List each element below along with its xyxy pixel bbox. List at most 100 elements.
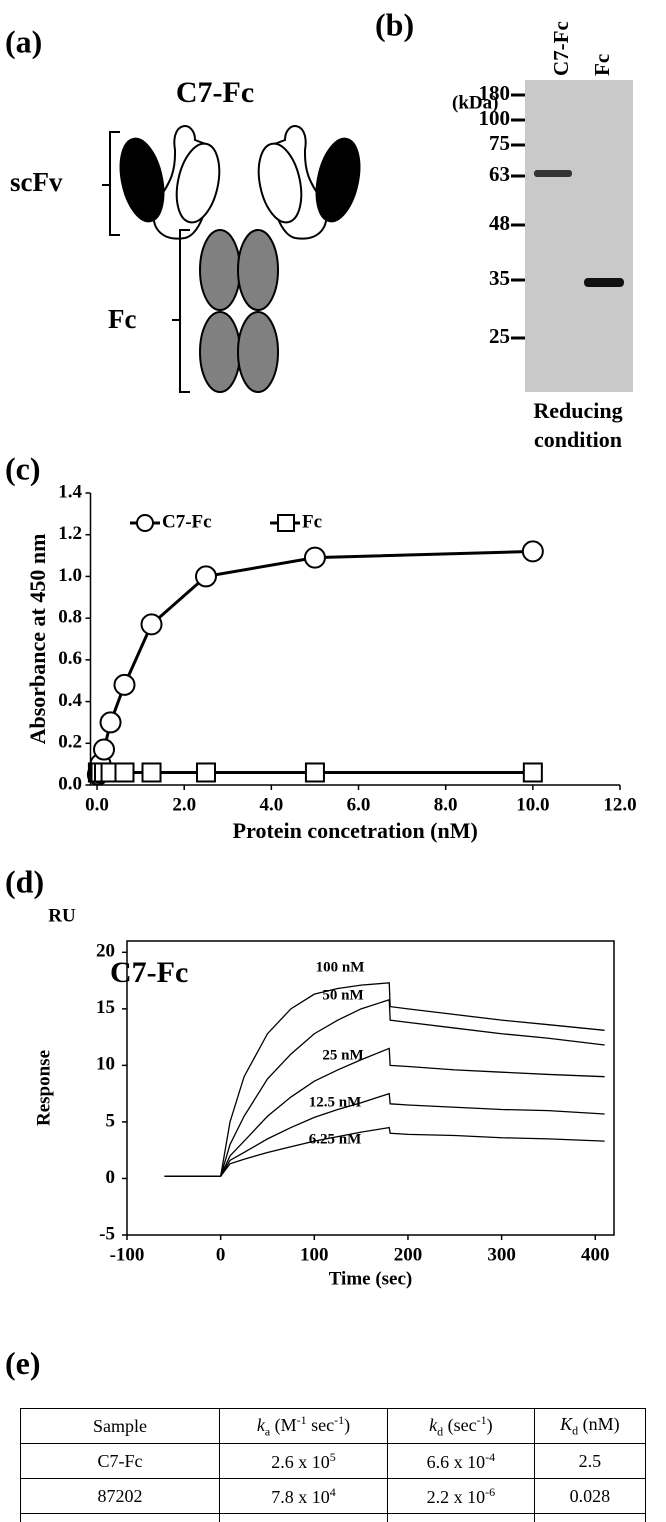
cell-text: k <box>256 1414 265 1435</box>
marker-label: 25 <box>489 324 510 348</box>
y-tick-label: 0.6 <box>58 648 82 669</box>
point <box>99 711 122 734</box>
x-axis-label: Protein concetration (nM) <box>233 818 478 843</box>
diagram-title: C7-Fc <box>176 76 254 109</box>
figure-graphics: (a) C7-Fc scFv Fc (b) (kDa) C7-Fc Fc 180… <box>5 6 637 1289</box>
y-tick-label: 0.8 <box>58 607 82 628</box>
x-tick-label: 400 <box>581 1244 610 1265</box>
cell-text: a <box>264 1424 271 1439</box>
point <box>140 613 163 636</box>
cell-text: 2.5 <box>578 1450 602 1471</box>
marker-label: 100 <box>479 106 511 130</box>
cell-text: -1 <box>476 1412 487 1427</box>
marker-label: 48 <box>489 211 510 235</box>
legend-label: C7-Fc <box>162 511 212 532</box>
fc-label: Fc <box>108 304 136 334</box>
chart-title: C7-Fc <box>110 956 188 989</box>
y-tick-label: 1.0 <box>58 565 82 586</box>
marker-label: 75 <box>489 131 510 155</box>
y-tick-label: 15 <box>96 997 115 1018</box>
cell-text: (sec <box>443 1414 477 1435</box>
point <box>93 738 116 761</box>
x-tick-label: 10.0 <box>516 794 549 815</box>
series-line <box>164 1092 605 1177</box>
point <box>522 762 543 783</box>
series-label: 6.25 nM <box>309 1131 362 1147</box>
point <box>304 762 325 783</box>
cell-text: 4 <box>329 1484 336 1499</box>
cell-text: 7.8 x 10 <box>271 1486 330 1507</box>
point <box>195 762 216 783</box>
point <box>113 673 136 696</box>
y-tick-label: 1.4 <box>58 481 82 502</box>
gel-band <box>534 170 572 177</box>
cell-text: -4 <box>485 1449 496 1464</box>
cell-text: 6.6 x 10 <box>426 1451 486 1472</box>
y-unit: RU <box>48 905 76 926</box>
point <box>521 540 544 563</box>
cell-text: K <box>560 1413 573 1434</box>
series-line <box>164 982 605 1177</box>
table-cell: 87202 <box>19 1478 221 1514</box>
point <box>114 762 135 783</box>
x-tick-label: 2.0 <box>172 794 196 815</box>
table-cell: 7.8 x 104 <box>219 1478 388 1514</box>
scfv-label: scFv <box>10 167 63 197</box>
table-cell: kd (sec-1) <box>386 1408 535 1444</box>
panel-label: (a) <box>5 23 42 59</box>
cell-text: Sample <box>93 1415 148 1436</box>
table-row: Sample ka (M-1 sec-1) kd (sec-1) Kd (nM) <box>19 1408 647 1444</box>
cell-text: ) <box>344 1414 351 1435</box>
x-tick-label: -100 <box>110 1244 145 1265</box>
series-line <box>164 1126 605 1177</box>
cell-text: 2.6 x 10 <box>271 1451 330 1472</box>
cell-text: d <box>572 1423 579 1438</box>
cell-text: C7-Fc <box>97 1450 143 1471</box>
cell-text: 87202 <box>97 1485 143 1506</box>
cell-text: ) <box>486 1414 493 1435</box>
series-label: 25 nM <box>322 1047 363 1063</box>
cell-text: 5 <box>329 1449 336 1464</box>
x-tick-label: 0.0 <box>85 794 109 815</box>
cell-text: sec <box>306 1414 335 1435</box>
series-label: 50 nM <box>322 987 363 1003</box>
gel-band <box>584 278 624 287</box>
y-tick-label: 0.0 <box>58 773 82 794</box>
table-cell: ka (M-1 sec-1) <box>219 1408 388 1444</box>
charts: (c) 0.0 0.2 0.4 0.6 0.8 1.0 1.2 1.4 0.0 2.0 4.0 6.0 8… <box>5 450 637 1289</box>
panel-label: (e) <box>5 1345 41 1381</box>
cell-text: 2.2 x 10 <box>426 1486 486 1507</box>
table-row: BRIC221 2.2 x 1058.5 x 10-5 0.39 <box>19 1513 647 1522</box>
y-tick-label: 0 <box>106 1167 116 1188</box>
gel-caption: Reducing <box>533 398 622 423</box>
table-cell: 6.6 x 10-4 <box>386 1443 535 1479</box>
x-tick-label: 300 <box>487 1244 516 1265</box>
cell-text: -6 <box>485 1484 496 1499</box>
x-tick-label: 8.0 <box>434 794 458 815</box>
marker-label: 180 <box>479 81 511 105</box>
table-cell: Sample <box>19 1408 221 1444</box>
x-tick-label: 6.0 <box>347 794 371 815</box>
x-tick-label: 4.0 <box>259 794 283 815</box>
plot-frame <box>126 940 615 1236</box>
table-cell: C7-Fc <box>19 1443 221 1479</box>
cell-text: k <box>429 1414 438 1435</box>
panel-label: (b) <box>375 6 414 42</box>
point <box>303 546 326 569</box>
cell-text: 0.028 <box>569 1485 611 1506</box>
table-cell: 0.39 <box>533 1513 647 1522</box>
y-tick-label: -5 <box>99 1223 115 1244</box>
legend-label: Fc <box>302 511 322 532</box>
x-tick-label: 12.0 <box>603 794 636 815</box>
gel-caption: condition <box>534 427 622 452</box>
table-cell: 0.028 <box>533 1478 647 1514</box>
y-tick-label: 5 <box>106 1110 116 1131</box>
cell-text: (nM) <box>578 1413 620 1434</box>
marker-label: 35 <box>489 266 510 290</box>
table-row: C7-Fc 2.6 x 105 6.6 x 10-4 2.5 <box>19 1443 647 1479</box>
series-line <box>164 1047 605 1177</box>
legend-marker <box>136 514 154 532</box>
kinetics-table: Sample ka (M-1 sec-1) kd (sec-1) Kd (nM) C7-… <box>19 1408 647 1522</box>
